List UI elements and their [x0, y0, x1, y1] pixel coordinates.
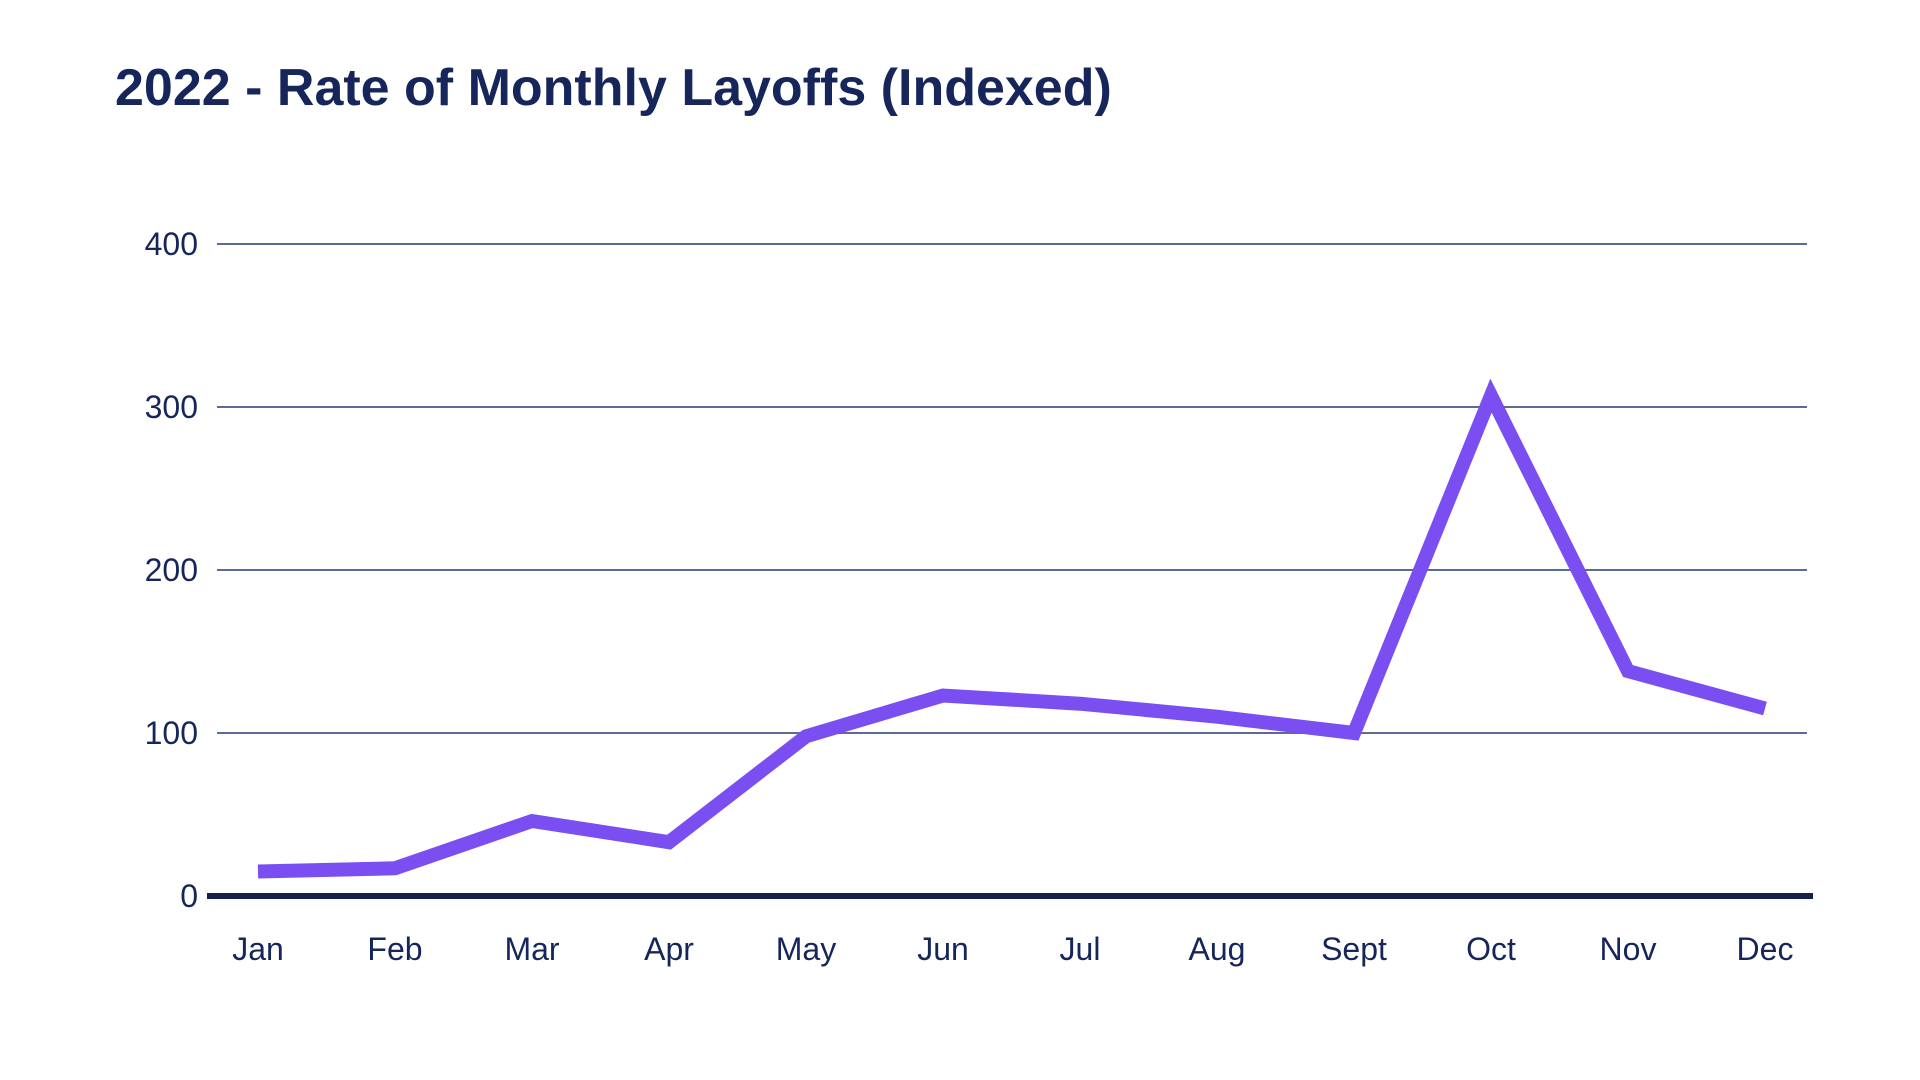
x-tick-label-nov: Nov — [1600, 931, 1657, 967]
x-tick-label-jul: Jul — [1060, 931, 1101, 967]
x-tick-label-feb: Feb — [367, 931, 422, 967]
x-tick-label-may: May — [776, 931, 836, 967]
x-tick-label-jan: Jan — [232, 931, 284, 967]
chart-title: 2022 - Rate of Monthly Layoffs (Indexed) — [115, 59, 1112, 117]
layoffs-trend-line — [257, 378, 1767, 879]
x-tick-label-dec: Dec — [1737, 931, 1794, 967]
x-tick-label-oct: Oct — [1466, 931, 1516, 967]
x-tick-label-apr: Apr — [644, 931, 694, 967]
y-tick-label-0: 0 — [180, 878, 198, 914]
x-tick-label-sept: Sept — [1321, 931, 1387, 967]
x-tick-label-aug: Aug — [1189, 931, 1246, 967]
y-tick-label-100: 100 — [145, 715, 198, 751]
y-tick-label-400: 400 — [145, 226, 198, 262]
y-tick-label-200: 200 — [145, 552, 198, 588]
x-tick-label-jun: Jun — [917, 931, 969, 967]
y-tick-label-300: 300 — [145, 389, 198, 425]
x-tick-label-mar: Mar — [504, 931, 559, 967]
